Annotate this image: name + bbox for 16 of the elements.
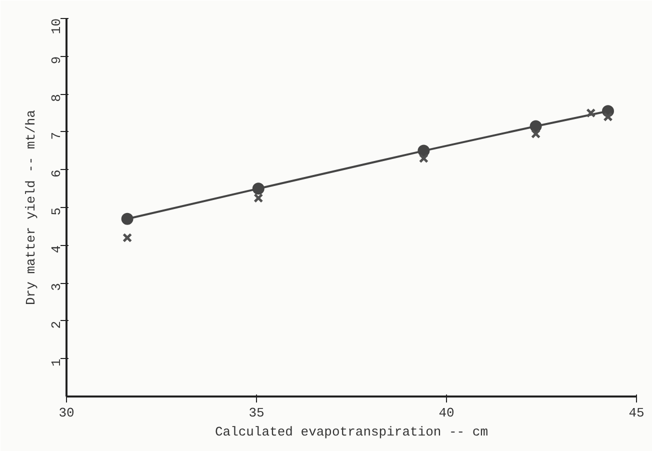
- y-tick-label: 6: [49, 170, 64, 178]
- y-tick-label: 4: [49, 245, 64, 254]
- x-axis-title: Calculated evapotranspiration -- cm: [214, 424, 488, 440]
- x-tick-label: 35: [248, 406, 264, 420]
- y-axis-title: Dry matter yield -- mt/ha: [24, 110, 38, 306]
- y-tick-label: 5: [49, 207, 64, 216]
- y-tick-label: 8: [49, 94, 64, 102]
- x-tick-label: 40: [438, 406, 454, 420]
- y-tick-label: 3: [49, 283, 64, 291]
- x-tick-label: 30: [58, 406, 74, 420]
- y-tick-label: 9: [49, 56, 64, 64]
- y-tick-label: 2: [49, 320, 64, 329]
- y-tick-label: 10: [49, 18, 64, 34]
- y-tick-label: 1: [49, 358, 64, 366]
- x-tick-label: 45: [628, 406, 644, 420]
- y-tick-label: 7: [49, 132, 64, 140]
